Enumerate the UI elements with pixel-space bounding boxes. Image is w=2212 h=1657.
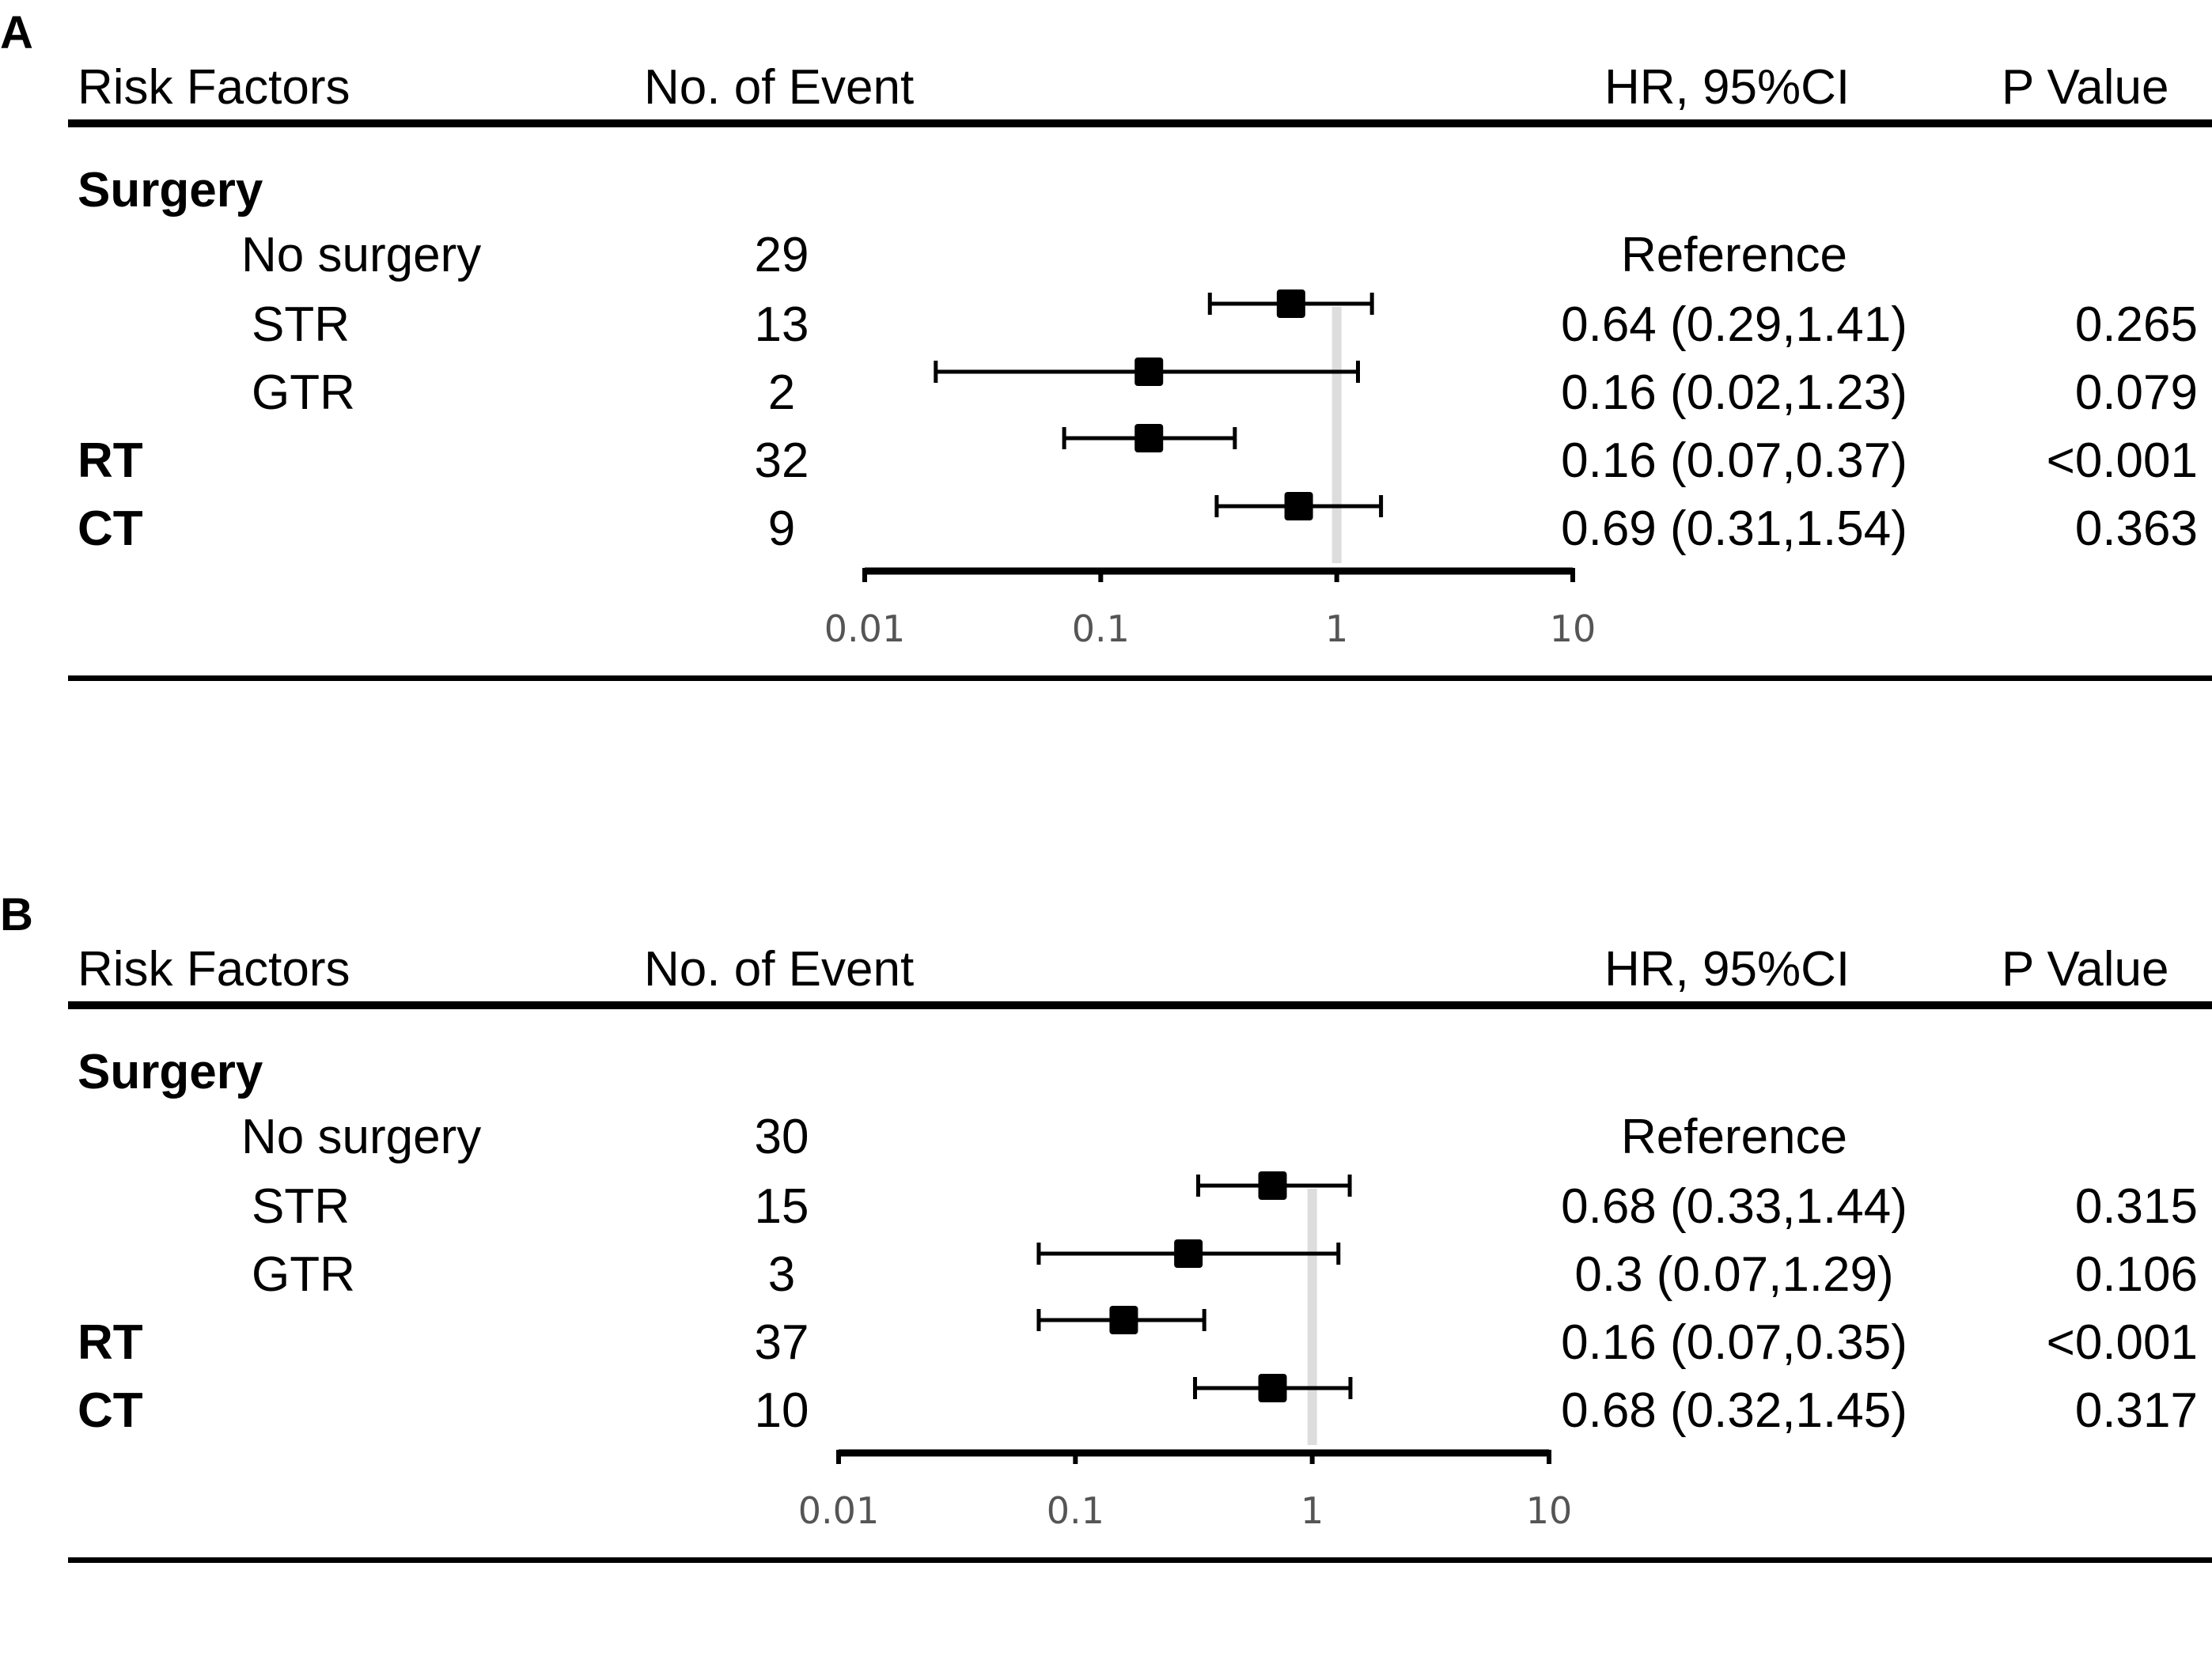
row-p-value: 0.265 (2074, 297, 2198, 352)
forest-plot-area (862, 289, 1575, 582)
row-hr-ci: 0.3 (0.07,1.29) (1574, 1247, 1894, 1302)
row-events: 2 (767, 365, 796, 420)
header-risk-factors: Risk Factors (78, 60, 350, 115)
hr-point (1134, 358, 1164, 386)
row-p-value: 0.317 (2074, 1383, 2198, 1438)
hr-point (1276, 289, 1305, 318)
hr-point (1284, 492, 1313, 520)
header-no-of-event: No. of Event (644, 60, 915, 115)
hr-point (1258, 1171, 1287, 1200)
forest-panel-a: A Risk Factors No. of Event HR, 95%CI P … (0, 0, 2212, 775)
forest-panel-b: B Risk Factors No. of Event HR, 95%CI P … (0, 882, 2212, 1657)
panel-label: B (0, 889, 33, 940)
table-top-rule (68, 119, 2212, 127)
row-events: 3 (767, 1247, 796, 1302)
hr-point (1134, 424, 1164, 452)
panel-label: A (0, 7, 33, 59)
row-events: 13 (754, 297, 809, 352)
table-bottom-rule (68, 1557, 2212, 1563)
table-top-rule (68, 1001, 2212, 1009)
row-label: RT (78, 433, 143, 488)
x-tick-label: 0.01 (797, 1489, 880, 1532)
row-p-value: <0.001 (2046, 1315, 2198, 1370)
row-label: STR (252, 1179, 350, 1234)
hr-point (1174, 1239, 1203, 1268)
row-events: 29 (754, 228, 809, 282)
x-tick-label: 0.01 (824, 607, 906, 650)
hr-point (1258, 1374, 1287, 1402)
row-hr-ci: 0.16 (0.07,0.37) (1561, 433, 1907, 488)
row-label: No surgery (241, 228, 482, 282)
x-tick-label: 1 (1301, 1489, 1324, 1532)
row-label: CT (78, 501, 143, 556)
row-hr-ci: Reference (1620, 1110, 1848, 1164)
row-p-value: <0.001 (2046, 433, 2198, 488)
row-label: STR (252, 297, 350, 352)
row-hr-ci: 0.68 (0.32,1.45) (1561, 1383, 1907, 1438)
row-p-value: 0.106 (2074, 1247, 2198, 1302)
row-label: No surgery (241, 1110, 482, 1164)
row-label: Surgery (78, 163, 263, 218)
x-tick-label: 0.1 (1071, 607, 1130, 650)
header-p-value: P Value (2002, 60, 2169, 115)
row-events: 10 (754, 1383, 809, 1438)
row-events: 37 (754, 1315, 809, 1370)
header-p-value: P Value (2002, 942, 2169, 997)
row-events: 15 (754, 1179, 809, 1234)
table-bottom-rule (68, 675, 2212, 681)
header-no-of-event: No. of Event (644, 942, 915, 997)
header-hr-ci: HR, 95%CI (1604, 942, 1850, 997)
row-events: 32 (754, 433, 809, 488)
row-label: Surgery (78, 1045, 263, 1099)
hr-point (1109, 1306, 1138, 1334)
row-label: GTR (252, 365, 355, 420)
row-hr-ci: 0.64 (0.29,1.41) (1561, 297, 1907, 352)
row-hr-ci: 0.69 (0.31,1.54) (1561, 501, 1907, 556)
row-hr-ci: 0.68 (0.33,1.44) (1561, 1179, 1907, 1234)
header-hr-ci: HR, 95%CI (1604, 60, 1850, 115)
row-hr-ci: 0.16 (0.02,1.23) (1561, 365, 1907, 420)
row-p-value: 0.315 (2074, 1179, 2198, 1234)
header-risk-factors: Risk Factors (78, 942, 350, 997)
x-tick-label: 10 (1549, 607, 1597, 650)
x-tick-label: 10 (1525, 1489, 1573, 1532)
row-p-value: 0.079 (2074, 365, 2198, 420)
forest-plot-area (836, 1171, 1551, 1464)
x-tick-label: 0.1 (1046, 1489, 1104, 1532)
row-events: 30 (754, 1110, 809, 1164)
row-hr-ci: Reference (1620, 228, 1848, 282)
x-tick-label: 1 (1325, 607, 1349, 650)
row-label: CT (78, 1383, 143, 1438)
row-label: GTR (252, 1247, 355, 1302)
row-label: RT (78, 1315, 143, 1370)
row-hr-ci: 0.16 (0.07,0.35) (1561, 1315, 1907, 1370)
row-events: 9 (767, 501, 796, 556)
row-p-value: 0.363 (2074, 501, 2198, 556)
